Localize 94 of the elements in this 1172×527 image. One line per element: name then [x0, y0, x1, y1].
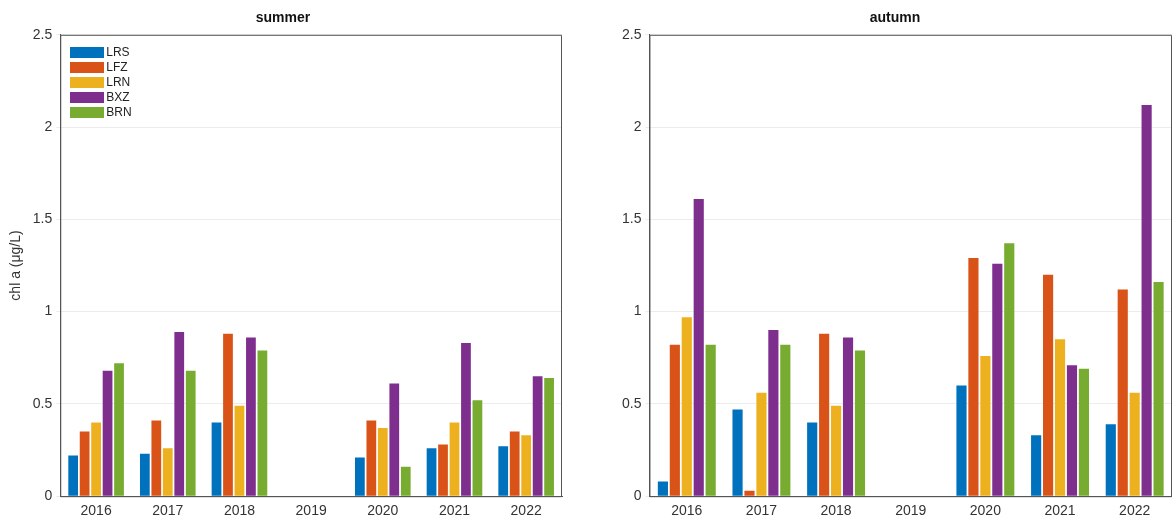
- x-tick-label: 2019: [895, 502, 927, 519]
- bar: [79, 431, 90, 496]
- bar: [389, 383, 400, 496]
- bar: [426, 448, 437, 496]
- x-tick-label: 2020: [367, 502, 399, 519]
- bar: [1078, 368, 1089, 496]
- x-tick-label: 2019: [295, 502, 327, 519]
- y-tick-label: 2: [44, 117, 53, 134]
- bar: [657, 481, 668, 496]
- y-tick-label: 1: [44, 302, 53, 319]
- bar: [151, 420, 162, 496]
- bar: [366, 420, 377, 496]
- bar: [1141, 104, 1152, 496]
- bar: [1129, 392, 1140, 496]
- bar: [992, 263, 1003, 496]
- bar: [1004, 243, 1015, 496]
- bar: [223, 333, 233, 496]
- bar: [807, 422, 818, 496]
- chart-title: summer: [255, 9, 311, 26]
- legend-label: LFZ: [106, 59, 128, 75]
- bar: [980, 355, 991, 496]
- bar: [1105, 424, 1116, 496]
- y-tick-label: 1: [633, 302, 642, 319]
- bar: [681, 317, 692, 496]
- x-tick-label: 2020: [969, 502, 1002, 519]
- bar: [355, 457, 365, 496]
- x-tick-label: 2022: [1119, 502, 1151, 519]
- y-tick-label: 0: [633, 487, 642, 504]
- y-tick-label: 1.5: [32, 210, 53, 227]
- bar: [768, 330, 779, 496]
- bar: [705, 344, 716, 496]
- bar: [257, 350, 268, 496]
- bar: [472, 400, 483, 496]
- bar: [831, 405, 842, 496]
- bar: [756, 392, 767, 496]
- chart-title: autumn: [869, 9, 921, 26]
- x-tick-label: 2017: [152, 502, 184, 519]
- bar: [438, 444, 448, 496]
- bar: [91, 422, 101, 496]
- bar: [68, 455, 79, 496]
- legend-label: BXZ: [106, 89, 130, 105]
- bar: [449, 422, 460, 496]
- bar: [498, 446, 509, 496]
- bar: [521, 435, 532, 496]
- bar: [732, 409, 743, 496]
- x-tick-label: 2018: [223, 502, 256, 519]
- bar: [234, 405, 245, 496]
- bar: [532, 376, 543, 496]
- x-tick-label: 2016: [80, 502, 112, 519]
- bar: [819, 333, 830, 496]
- bar: [114, 363, 124, 496]
- bar: [509, 431, 520, 496]
- bar: [693, 199, 704, 496]
- bar: [1153, 282, 1164, 496]
- bar: [780, 344, 791, 496]
- bar: [968, 258, 979, 496]
- bar: [669, 344, 680, 496]
- bar: [211, 422, 222, 496]
- bar: [1043, 274, 1054, 496]
- y-tick-label: 2.5: [621, 25, 642, 42]
- bar: [400, 466, 411, 496]
- bar: [842, 337, 854, 496]
- y-tick-label: 1.5: [621, 210, 642, 227]
- bar: [185, 370, 196, 496]
- bar: [102, 370, 113, 496]
- bar: [139, 453, 150, 496]
- x-tick-label: 2017: [745, 502, 778, 519]
- y-tick-label: 2.5: [32, 25, 53, 42]
- x-tick-label: 2016: [671, 502, 703, 519]
- bar: [544, 378, 554, 496]
- bar: [1066, 365, 1078, 496]
- x-tick-label: 2021: [1044, 502, 1076, 519]
- bar: [1031, 435, 1042, 496]
- bar: [174, 331, 185, 496]
- bar: [1117, 289, 1128, 496]
- bar: [461, 343, 471, 496]
- bar: [1054, 339, 1066, 496]
- legend-label: LRS: [106, 44, 130, 60]
- x-tick-label: 2021: [438, 502, 471, 519]
- bar: [377, 427, 388, 496]
- x-tick-label: 2018: [820, 502, 852, 519]
- y-tick-label: 0.5: [621, 394, 642, 411]
- y-tick-label: 2: [633, 117, 642, 134]
- y-tick-label: 0.5: [32, 394, 53, 411]
- bar: [162, 448, 173, 496]
- y-axis-title: chl a (μg/L): [7, 230, 24, 301]
- legend-label: LRN: [106, 74, 131, 90]
- y-tick-label: 0: [44, 487, 53, 504]
- x-tick-label: 2022: [510, 502, 542, 519]
- bar: [246, 337, 256, 496]
- bar: [854, 350, 866, 496]
- bar: [744, 490, 755, 496]
- bar: [956, 385, 967, 496]
- legend-label: BRN: [106, 104, 132, 120]
